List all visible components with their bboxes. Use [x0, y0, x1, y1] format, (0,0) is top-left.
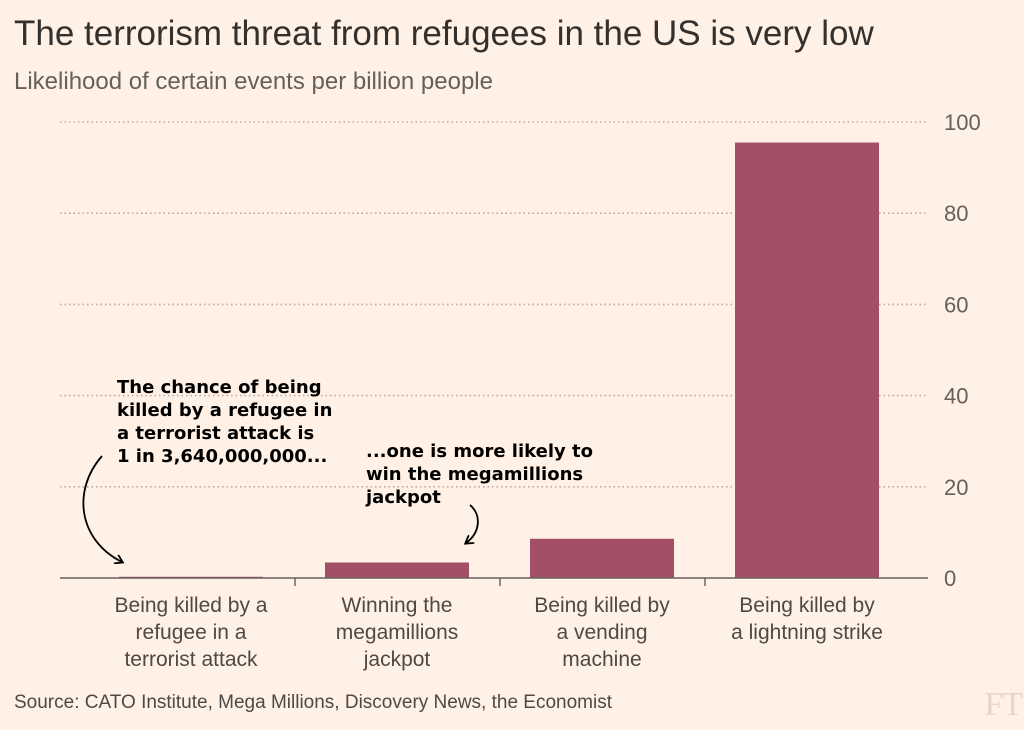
category-label-line: Being killed by	[739, 594, 875, 617]
annotation-line: The chance of being	[117, 377, 322, 398]
source-note: Source: CATO Institute, Mega Millions, D…	[14, 692, 613, 713]
annotation-text: The chance of being killed by a refugee i…	[117, 377, 332, 467]
bar	[325, 562, 469, 578]
category-label-line: Winning the	[342, 594, 453, 617]
y-tick-label: 60	[944, 292, 968, 317]
chart-subtitle: Likelihood of certain events per billion…	[14, 68, 493, 95]
y-tick-label: 20	[944, 475, 968, 500]
category-label: Being killed by a vending machine	[534, 594, 670, 671]
category-label-line: refugee in a	[136, 621, 247, 644]
category-label-line: megamillions	[336, 621, 459, 644]
y-tick-label: 40	[944, 384, 968, 409]
annotation-line: a terrorist attack is	[117, 423, 314, 444]
annotation-line: ...one is more likely to	[366, 441, 593, 462]
y-tick-label: 100	[944, 110, 981, 135]
label-layer: 0 20 40 60 80 100 Being killed by a refugee in …	[115, 110, 981, 671]
annotation-line: killed by a refugee in	[117, 400, 332, 421]
category-label: Being killed by a refugee in a terrorist a…	[115, 594, 268, 671]
annotation-arrow-1	[82, 455, 122, 562]
grid-layer	[60, 121, 928, 488]
category-label-line: a lightning strike	[731, 621, 883, 644]
bar-layer	[119, 142, 879, 578]
y-tick-label: 0	[944, 566, 956, 591]
category-label-line: Being killed by	[534, 594, 670, 617]
category-label-line: machine	[562, 648, 641, 671]
bar	[530, 538, 674, 578]
category-label: Winning the megamillions jackpot	[336, 594, 459, 671]
annotation-line: win the megamillions	[366, 464, 583, 485]
category-label-line: jackpot	[363, 648, 431, 671]
category-label-line: Being killed by a	[115, 594, 268, 617]
annotation-line: 1 in 3,640,000,000...	[117, 446, 327, 467]
annotation-layer: The chance of being killed by a refugee i…	[82, 377, 593, 562]
annotation-text: ...one is more likely to win the megamill…	[365, 441, 593, 508]
y-tick-label: 80	[944, 201, 968, 226]
annotation-arrow-2	[466, 504, 479, 543]
axis-layer	[60, 577, 928, 586]
chart-title: The terrorism threat from refugees in th…	[14, 14, 874, 53]
ft-logo: FT	[984, 686, 1023, 723]
category-label-line: terrorist attack	[124, 648, 258, 671]
category-label-line: a vending	[556, 621, 647, 644]
category-label: Being killed by a lightning strike	[731, 594, 883, 644]
annotation-line: jackpot	[365, 487, 441, 508]
bar	[735, 142, 879, 578]
